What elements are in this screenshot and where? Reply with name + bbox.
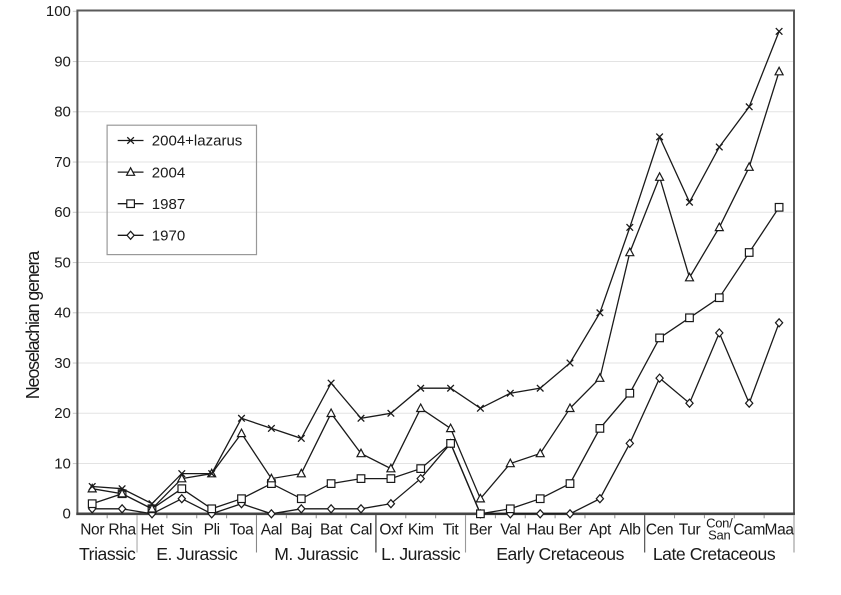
svg-text:Triassic: Triassic	[79, 544, 136, 564]
svg-text:Pli: Pli	[204, 522, 220, 539]
svg-text:40: 40	[54, 305, 71, 322]
svg-text:Ber: Ber	[558, 522, 581, 539]
svg-text:70: 70	[54, 154, 71, 171]
svg-text:Neoselachian genera: Neoselachian genera	[23, 250, 43, 400]
svg-text:L. Jurassic: L. Jurassic	[381, 544, 461, 564]
svg-text:Oxf: Oxf	[379, 522, 403, 539]
svg-text:50: 50	[54, 254, 71, 271]
svg-text:Bat: Bat	[320, 522, 343, 539]
svg-text:100: 100	[46, 3, 71, 20]
svg-text:Con/: Con/	[706, 516, 733, 531]
svg-text:30: 30	[54, 355, 71, 372]
svg-text:M. Jurassic: M. Jurassic	[274, 544, 359, 564]
svg-text:Val: Val	[500, 522, 520, 539]
svg-text:10: 10	[54, 455, 71, 472]
svg-text:Cal: Cal	[350, 522, 372, 539]
svg-text:Het: Het	[140, 522, 164, 539]
svg-text:Kim: Kim	[408, 522, 434, 539]
svg-text:Cen: Cen	[646, 522, 673, 539]
svg-text:Sin: Sin	[171, 522, 192, 539]
svg-text:Early Cretaceous: Early Cretaceous	[496, 544, 624, 564]
svg-text:E. Jurassic: E. Jurassic	[156, 544, 238, 564]
svg-text:Late Cretaceous: Late Cretaceous	[653, 544, 776, 564]
svg-text:Apt: Apt	[589, 522, 612, 539]
svg-text:Ber: Ber	[469, 522, 492, 539]
svg-text:60: 60	[54, 204, 71, 221]
svg-text:20: 20	[54, 405, 71, 422]
svg-text:1970: 1970	[152, 228, 185, 245]
svg-text:Rha: Rha	[108, 522, 136, 539]
svg-text:San: San	[708, 528, 730, 543]
svg-text:Hau: Hau	[527, 522, 554, 539]
svg-text:Toa: Toa	[230, 522, 255, 539]
svg-text:Tit: Tit	[443, 522, 460, 539]
svg-text:0: 0	[63, 506, 71, 523]
svg-text:1987: 1987	[152, 196, 185, 213]
svg-text:Aal: Aal	[261, 522, 282, 539]
svg-text:2004+lazarus: 2004+lazarus	[152, 133, 242, 150]
svg-text:90: 90	[54, 53, 71, 70]
svg-text:Baj: Baj	[291, 522, 312, 539]
svg-text:Alb: Alb	[619, 522, 640, 539]
svg-text:80: 80	[54, 104, 71, 121]
svg-text:Nor: Nor	[80, 522, 104, 539]
svg-text:2004: 2004	[152, 164, 185, 181]
svg-text:Tur: Tur	[679, 522, 701, 539]
svg-text:Cam: Cam	[733, 522, 765, 539]
svg-text:Maa: Maa	[765, 522, 795, 539]
